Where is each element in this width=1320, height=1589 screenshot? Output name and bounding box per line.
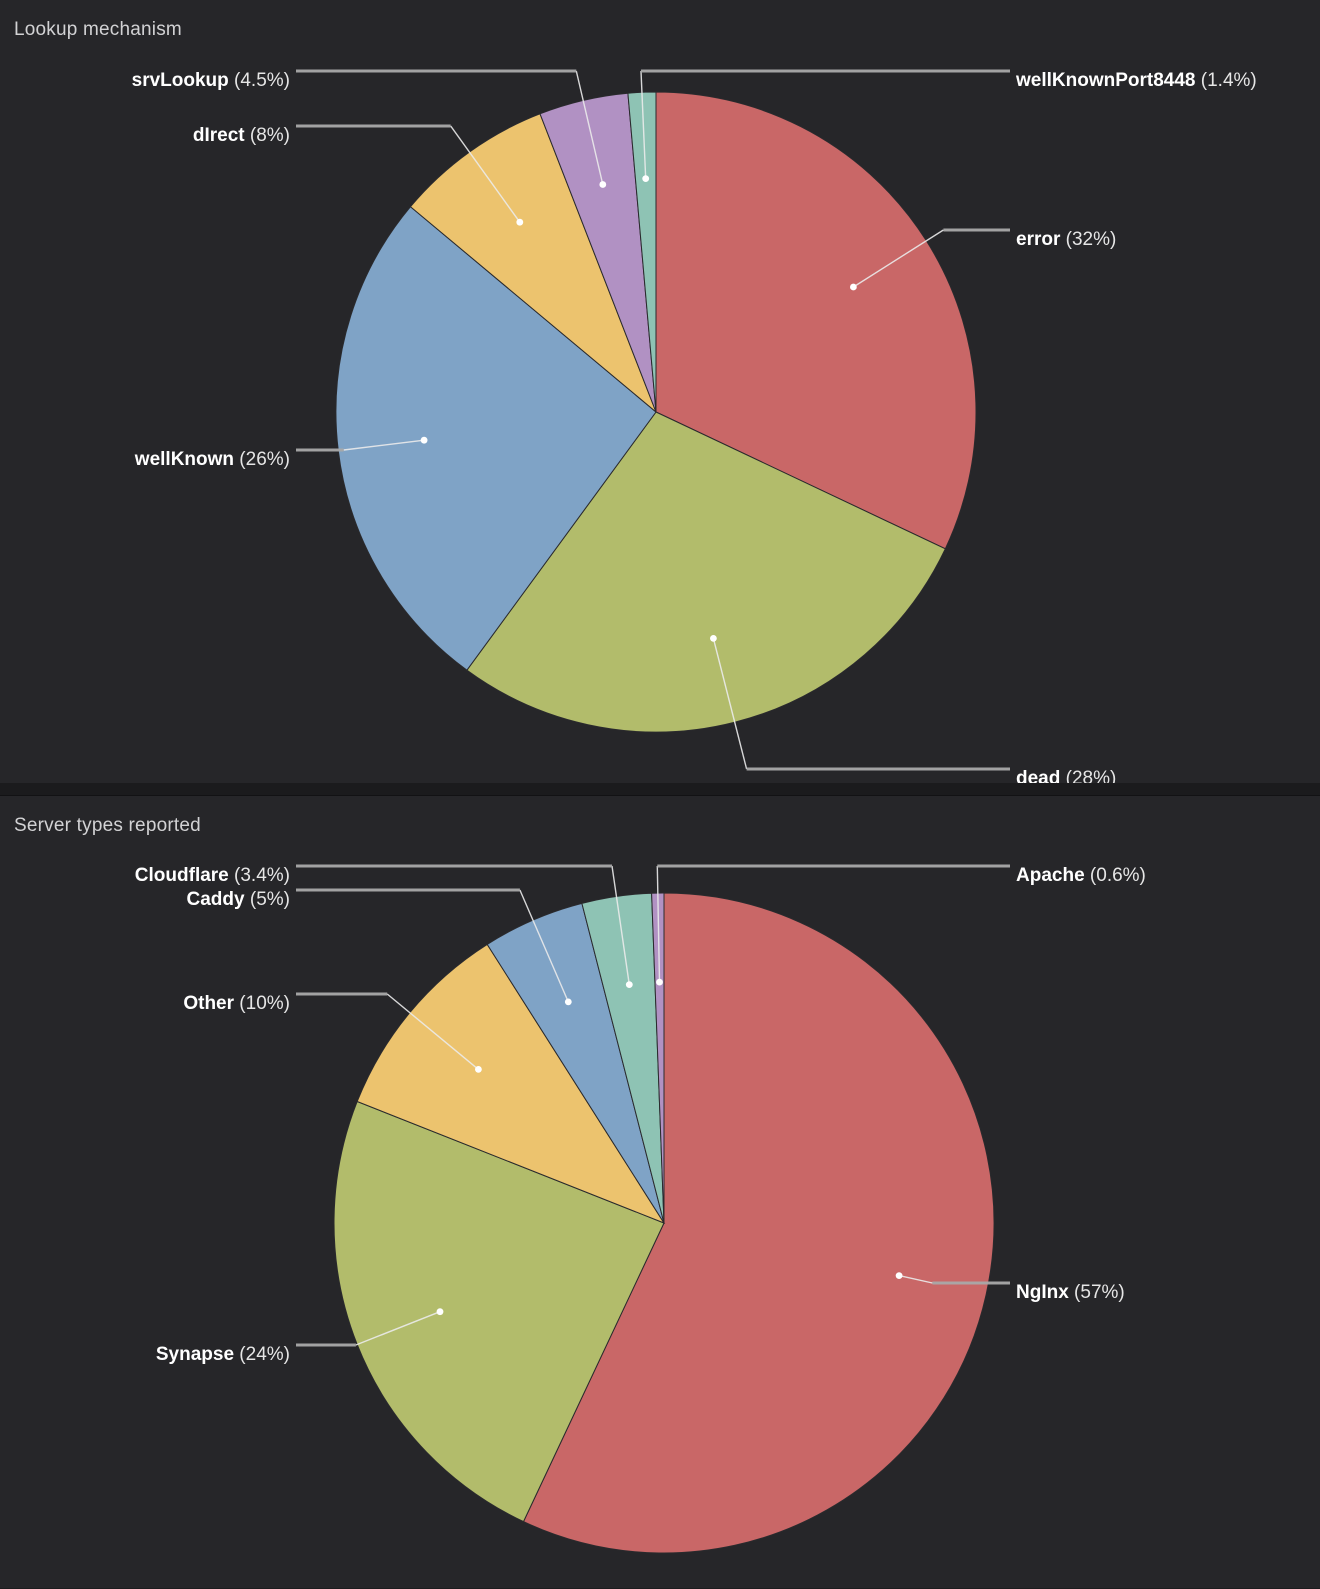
slice-label-Other: Other (10%) <box>183 993 290 1014</box>
leader-line-Synapse <box>355 1311 441 1346</box>
pie-chart-server-types: NgInx (57%) Synapse (24%) Other (10%) Caddy… <box>135 864 1146 1554</box>
chart-title-server-types: Server types reported <box>14 815 201 836</box>
pie-chart-lookup-mechanism: error (32%) dead (28%) wellKnown (26%) dIre… <box>132 69 1257 784</box>
panel-server-types: Server types reported NgInx (57%) Synapse… <box>0 796 1320 1588</box>
leader-line-Caddy <box>519 889 569 1003</box>
leader-dot-Apache <box>656 978 663 986</box>
slice-label-error: error (32%) <box>1016 229 1116 250</box>
leader-line-NgInx <box>898 1274 933 1284</box>
leader-dot-Caddy <box>564 998 572 1006</box>
leader-dot-Other <box>475 1066 482 1073</box>
slice-label-NgInx: NgInx (57%) <box>1016 1282 1125 1303</box>
pie-slice-NgInx[interactable] <box>522 892 995 1554</box>
slice-label-dead: dead (28%) <box>1016 768 1116 784</box>
leader-dot-NgInx <box>895 1272 903 1279</box>
slice-label-Apache: Apache (0.6%) <box>1016 865 1146 886</box>
slice-label-Cloudflare: Cloudflare (3.4%) <box>135 865 290 886</box>
slice-label-srvLookup: srvLookup (4.5%) <box>132 70 290 91</box>
leader-line-dead <box>712 638 748 770</box>
leader-line-Cloudflare <box>611 865 630 985</box>
leader-dot-Cloudflare <box>625 981 633 988</box>
leader-dot-srvLookup <box>599 181 607 188</box>
panel-divider <box>0 783 1320 796</box>
leader-line-wellKnownPort8448 <box>640 70 647 179</box>
leader-dot-wellKnown <box>420 436 428 444</box>
leader-line-Other <box>386 993 479 1070</box>
leader-line-wellKnown <box>343 439 425 451</box>
slice-label-Caddy: Caddy (5%) <box>187 889 290 910</box>
slice-label-dIrect: dIrect (8%) <box>193 125 290 146</box>
slice-label-Synapse: Synapse (24%) <box>156 1344 290 1365</box>
leader-dot-Synapse <box>436 1308 444 1316</box>
leader-dot-wellKnownPort8448 <box>642 175 650 183</box>
leader-line-srvLookup <box>575 70 604 185</box>
slice-label-wellKnownPort8448: wellKnownPort8448 (1.4%) <box>1015 70 1257 91</box>
leader-line-Apache <box>656 865 661 983</box>
panel-lookup-mechanism: Lookup mechanism error (32%) dead (28%) we… <box>0 0 1320 783</box>
slice-label-wellKnown: wellKnown (26%) <box>134 449 290 470</box>
leader-dot-dIrect <box>516 218 524 226</box>
leader-dot-dead <box>710 635 717 642</box>
chart-title-lookup-mechanism: Lookup mechanism <box>14 19 182 40</box>
leader-dot-error <box>850 283 857 291</box>
leader-line-error <box>853 229 944 288</box>
leader-line-dIrect <box>450 125 521 223</box>
